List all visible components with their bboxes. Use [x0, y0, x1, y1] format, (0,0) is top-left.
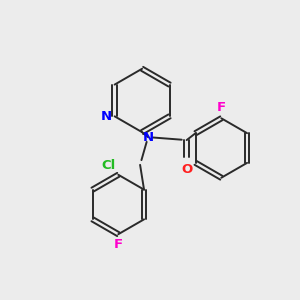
Text: Cl: Cl: [101, 159, 115, 172]
Text: O: O: [181, 163, 192, 176]
Text: N: N: [142, 130, 154, 144]
Text: N: N: [100, 110, 112, 123]
Text: F: F: [114, 238, 123, 251]
Text: F: F: [217, 101, 226, 114]
